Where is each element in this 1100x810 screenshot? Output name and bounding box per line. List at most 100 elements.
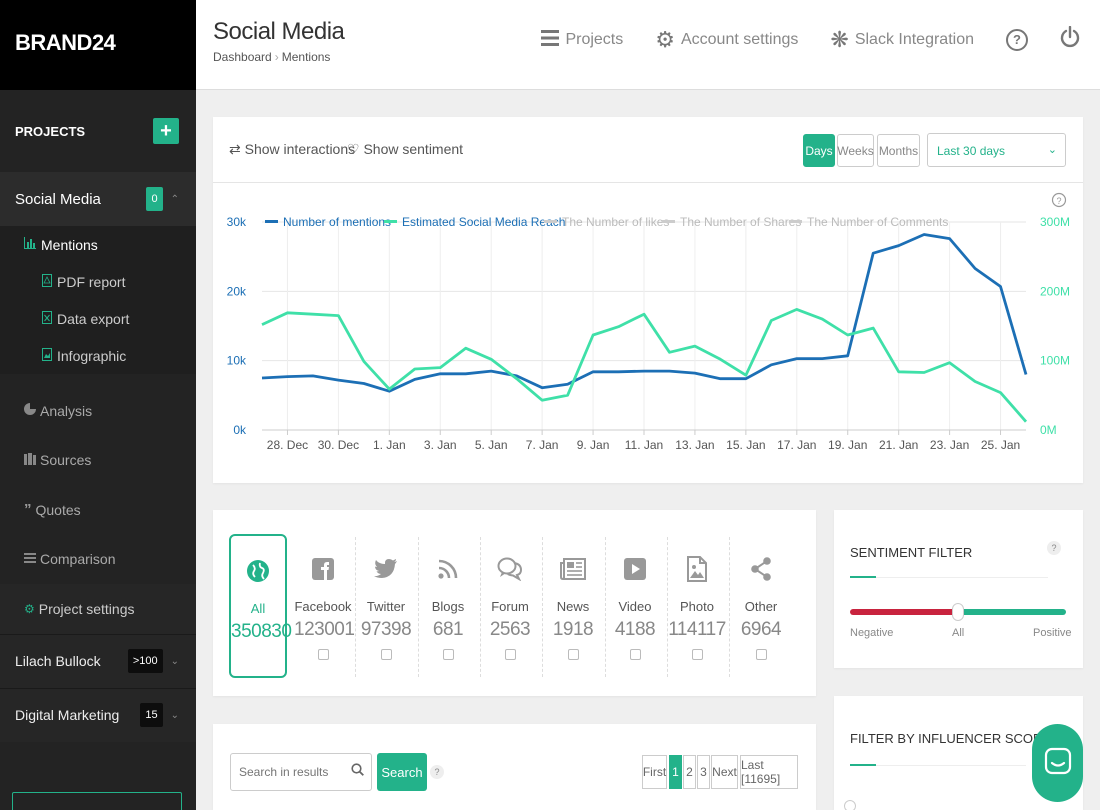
source-filter-all[interactable]: All 350830 — [229, 534, 292, 678]
project-social-media[interactable]: Social Media 0 ⌃ — [0, 172, 196, 226]
nav-slack-integration[interactable]: ❋ Slack Integration — [830, 27, 974, 53]
source-label: Facebook — [294, 599, 352, 614]
source-checkbox[interactable] — [504, 649, 516, 660]
help-icon[interactable]: ? — [430, 765, 444, 779]
nav-label: Slack Integration — [854, 30, 974, 48]
sidebar-item-quotes[interactable]: ” Quotes — [0, 485, 196, 535]
series-line-0 — [261, 233, 1028, 393]
project-name: Lilach Bullock — [15, 653, 101, 669]
influencer-slider-handle[interactable] — [844, 800, 856, 810]
project-submenu: Mentions PDF report Data export Infograp… — [0, 226, 196, 374]
sidebar-item-data-export[interactable]: Data export — [0, 300, 196, 337]
source-checkbox[interactable] — [755, 649, 767, 660]
date-range-select[interactable]: Last 30 days ⌄ — [927, 133, 1066, 167]
list-icon — [24, 552, 36, 567]
brand-logo[interactable]: BRAND24 — [0, 0, 196, 90]
title-accent — [850, 576, 876, 578]
source-filter-twitter[interactable]: Twitter 97398 — [357, 534, 415, 678]
sidebar-item-sources[interactable]: Sources — [0, 436, 196, 486]
chevron-up-icon[interactable]: ⌃ — [170, 193, 179, 205]
y-left-tick-label: 30k — [227, 215, 247, 229]
title-accent — [850, 764, 876, 766]
source-count: 114117 — [668, 619, 726, 640]
source-label: All — [250, 601, 266, 616]
show-sentiment-toggle[interactable]: ♡ Show sentiment — [347, 141, 463, 158]
add-project-button[interactable]: + — [153, 118, 179, 144]
sidebar-item-mentions[interactable]: Mentions — [0, 226, 196, 263]
date-range-value: Last 30 days — [937, 144, 1006, 158]
source-checkbox[interactable] — [629, 649, 641, 660]
news-icon — [544, 554, 602, 584]
source-filter-video[interactable]: Video 4188 — [606, 534, 664, 678]
sidebar-item-analysis[interactable]: Analysis — [0, 386, 196, 436]
source-label: Other — [744, 599, 778, 614]
help-icon[interactable]: ? — [1047, 541, 1061, 555]
source-count: 4188 — [614, 619, 656, 640]
search-input[interactable] — [230, 753, 372, 791]
show-interactions-toggle[interactable]: ⇄ Show interactions — [229, 141, 355, 158]
influencer-title: FILTER BY INFLUENCER SCORE — [850, 731, 1052, 746]
sidebar-item-infographic[interactable]: Infographic — [0, 337, 196, 374]
gear-icon: ⚙ — [655, 26, 675, 52]
source-separator — [542, 537, 543, 677]
pagination-page-3[interactable]: 3 — [697, 755, 710, 789]
toggle-label: Show sentiment — [363, 141, 464, 157]
source-label: News — [556, 599, 590, 614]
all-label: All — [952, 627, 965, 639]
sentiment-negative-track[interactable] — [850, 609, 958, 615]
projects-header: PROJECTS + — [0, 90, 196, 172]
project-digital-marketing[interactable]: Digital Marketing 15 ⌄ — [0, 687, 196, 742]
sidebar-item-project-settings[interactable]: ⚙ Project settings — [0, 584, 196, 634]
nav-projects[interactable]: Projects — [541, 27, 623, 53]
source-checkbox[interactable] — [317, 649, 329, 660]
project-name: Social Media — [15, 190, 101, 208]
source-filter-forum[interactable]: Forum 2563 — [481, 534, 539, 678]
logout-button[interactable] — [1060, 25, 1080, 53]
source-label: Blogs — [431, 599, 465, 614]
source-count: 1918 — [552, 619, 594, 640]
breadcrumb-dashboard[interactable]: Dashboard — [213, 50, 272, 64]
search-card: Search ? First 1 2 3 Next Last [11695] — [213, 724, 816, 810]
x-tick-label: 15. Jan — [726, 438, 765, 452]
period-days-button[interactable]: Days — [803, 134, 835, 167]
top-nav: Projects ⚙ Account settings ❋ Slack Inte… — [509, 25, 1080, 53]
sidebar-bottom-button[interactable] — [12, 792, 182, 810]
chevron-down-icon[interactable]: ⌄ — [170, 709, 179, 721]
source-checkbox[interactable] — [691, 649, 703, 660]
source-filter-news[interactable]: News 1918 — [544, 534, 602, 678]
help-button[interactable]: ? — [1006, 28, 1028, 51]
source-filter-facebook[interactable]: Facebook 123001 — [294, 534, 355, 678]
chevron-down-icon[interactable]: ⌄ — [170, 655, 179, 667]
legend-swatch — [384, 220, 397, 223]
source-checkbox[interactable] — [380, 649, 392, 660]
pagination-first[interactable]: First — [642, 755, 667, 789]
source-checkbox[interactable] — [567, 649, 579, 660]
legend-swatch — [544, 220, 557, 223]
period-months-button[interactable]: Months — [877, 134, 920, 167]
chat-widget-button[interactable] — [1032, 724, 1083, 802]
source-checkbox[interactable] — [442, 649, 454, 660]
sentiment-positive-track[interactable] — [958, 609, 1066, 615]
project-badge: 15 — [140, 703, 163, 727]
pagination-page-2[interactable]: 2 — [683, 755, 696, 789]
source-separator — [355, 537, 356, 677]
nav-account-settings[interactable]: ⚙ Account settings — [655, 27, 798, 53]
period-weeks-button[interactable]: Weeks — [837, 134, 874, 167]
pagination-last[interactable]: Last [11695] — [740, 755, 798, 789]
source-separator — [729, 537, 730, 677]
sidebar-item-label: Sources — [40, 452, 92, 469]
search-button[interactable]: Search — [377, 753, 427, 791]
pagination-next[interactable]: Next — [711, 755, 738, 789]
sidebar-item-comparison[interactable]: Comparison — [0, 535, 196, 585]
source-filter-other[interactable]: Other 6964 — [732, 534, 790, 678]
mentions-chart-card: ⇄ Show interactions ♡ Show sentiment Day… — [213, 117, 1083, 483]
source-filter-blogs[interactable]: Blogs 681 — [419, 534, 477, 678]
source-filter-photo[interactable]: Photo 114117 — [668, 534, 726, 678]
help-icon[interactable] — [1051, 192, 1067, 208]
sentiment-slider-handle[interactable] — [952, 603, 964, 621]
pagination-page-1[interactable]: 1 — [669, 755, 682, 789]
legend-swatch — [265, 220, 278, 223]
y-left-tick-label: 20k — [227, 284, 247, 298]
sidebar-item-pdf-report[interactable]: PDF report — [0, 263, 196, 300]
project-lilach-bullock[interactable]: Lilach Bullock >100 ⌄ — [0, 633, 196, 688]
